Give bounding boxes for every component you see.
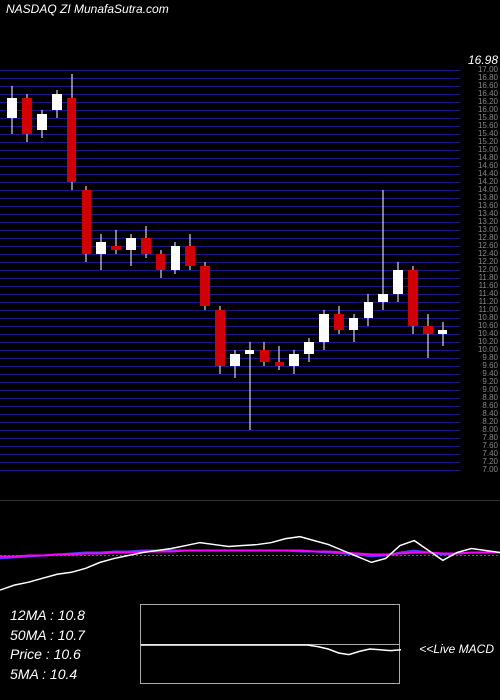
candle: [96, 70, 106, 470]
live-macd-box: [140, 604, 400, 684]
header-title: NASDAQ ZI MunafaSutra.com: [6, 2, 169, 16]
candle: [111, 70, 121, 470]
live-macd-label: <<Live MACD: [419, 642, 494, 656]
macd-svg: [0, 501, 500, 600]
info-pane: 12MA : 10.850MA : 10.7Price : 10.65MA : …: [0, 600, 500, 700]
candle: [22, 70, 32, 470]
candle: [245, 70, 255, 470]
y-axis: 16.98 17.0016.8016.6016.4016.2016.0015.8…: [460, 70, 500, 470]
candle: [67, 70, 77, 470]
candle: [215, 70, 225, 470]
candle: [364, 70, 374, 470]
candle: [275, 70, 285, 470]
candle: [393, 70, 403, 470]
candle: [156, 70, 166, 470]
candle: [408, 70, 418, 470]
candle: [438, 70, 448, 470]
y-tick-label: 7.00: [482, 466, 498, 474]
candle: [423, 70, 433, 470]
candle: [52, 70, 62, 470]
candle: [304, 70, 314, 470]
candle: [37, 70, 47, 470]
candle: [289, 70, 299, 470]
candle: [7, 70, 17, 470]
candle: [260, 70, 270, 470]
candle: [126, 70, 136, 470]
candle: [185, 70, 195, 470]
candle: [230, 70, 240, 470]
price-chart: 16.98 17.0016.8016.6016.4016.2016.0015.8…: [0, 20, 500, 500]
candlestick-series: [0, 70, 460, 470]
candle: [200, 70, 210, 470]
candle: [319, 70, 329, 470]
candle: [141, 70, 151, 470]
chart-header: NASDAQ ZI MunafaSutra.com: [0, 0, 500, 20]
candle: [378, 70, 388, 470]
candle: [171, 70, 181, 470]
macd-pane: [0, 500, 500, 600]
candle: [82, 70, 92, 470]
candle: [334, 70, 344, 470]
live-macd-line: [141, 605, 401, 685]
candle: [349, 70, 359, 470]
